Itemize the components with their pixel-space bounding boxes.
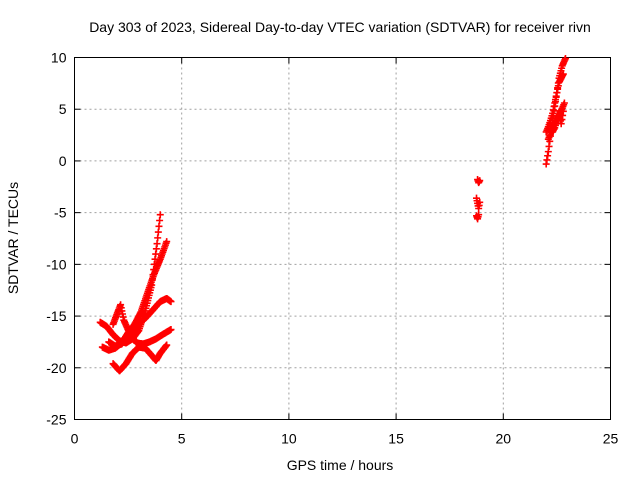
x-tick-label: 10: [281, 431, 297, 447]
data-point-marker: [559, 107, 567, 115]
data-point-marker: [560, 99, 568, 107]
data-point-marker: [475, 211, 483, 219]
y-tick-label: -5: [54, 205, 67, 221]
y-tick-label: 0: [59, 153, 67, 169]
y-tick-label: -15: [46, 308, 66, 324]
data-point-marker: [163, 238, 171, 246]
data-point-marker: [476, 198, 484, 206]
grid-lines: [74, 57, 611, 420]
y-tick-label: -20: [46, 360, 66, 376]
data-point-marker: [561, 55, 569, 63]
data-point-marker: [559, 70, 567, 78]
plot-frame: [74, 57, 611, 420]
chart-title: Day 303 of 2023, Sidereal Day-to-day VTE…: [89, 19, 591, 35]
x-tick-label: 15: [388, 431, 404, 447]
data-point-marker: [163, 341, 171, 349]
x-axis-ticks: 0 5 10 15 20 25: [71, 57, 619, 447]
data-point-marker: [167, 298, 175, 306]
data-point-marker: [167, 326, 175, 334]
y-axis-ticks: 10 5 0 -5 -10 -15 -20 -25: [46, 50, 611, 428]
x-axis-label: GPS time / hours: [287, 457, 394, 473]
data-points: [96, 55, 569, 375]
x-tick-label: 0: [71, 431, 79, 447]
x-tick-label: 5: [178, 431, 186, 447]
y-axis-label: SDTVAR / TECUs: [5, 182, 21, 294]
data-point-marker: [476, 177, 484, 185]
y-tick-label: 10: [51, 50, 67, 66]
y-tick-label: -25: [46, 412, 66, 428]
data-point-marker: [156, 211, 164, 219]
x-tick-label: 25: [603, 431, 619, 447]
y-tick-label: 5: [59, 101, 67, 117]
y-tick-label: -10: [46, 256, 66, 272]
x-tick-label: 20: [496, 431, 512, 447]
